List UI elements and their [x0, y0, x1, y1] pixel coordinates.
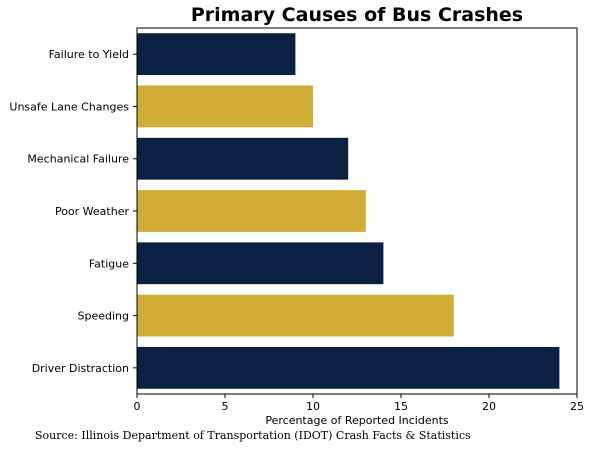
category-labels: Failure to Yield Unsafe Lane Changes Mecha… — [9, 48, 137, 375]
chart-title: Primary Causes of Bus Crashes — [190, 4, 524, 26]
bar-poor-weather — [137, 190, 366, 232]
bar-driver-distraction — [137, 346, 560, 389]
x-tick-label: 5 — [222, 400, 229, 413]
bar-speeding — [137, 294, 454, 337]
category-label: Driver Distraction — [32, 362, 129, 375]
category-label: Speeding — [78, 310, 130, 323]
bar-mechanical-failure — [137, 137, 349, 180]
category-label: Fatigue — [89, 257, 129, 270]
source-note: Source: Illinois Department of Transport… — [35, 429, 471, 442]
x-axis-ticks: 0 5 10 15 20 25 — [134, 394, 584, 413]
bar-fatigue — [137, 242, 384, 285]
bar-unsafe-lane-changes — [137, 85, 313, 128]
bars-layer — [137, 33, 560, 389]
category-label: Mechanical Failure — [27, 153, 129, 166]
bar-failure-to-yield — [137, 33, 296, 76]
x-tick-label: 15 — [394, 400, 408, 413]
x-tick-label: 25 — [570, 400, 584, 413]
category-label: Unsafe Lane Changes — [9, 100, 129, 113]
x-tick-label: 10 — [306, 400, 320, 413]
x-tick-label: 0 — [134, 400, 141, 413]
category-label: Poor Weather — [55, 205, 130, 218]
x-tick-label: 20 — [482, 400, 496, 413]
category-label: Failure to Yield — [49, 48, 129, 61]
x-axis-label: Percentage of Reported Incidents — [265, 414, 449, 427]
plot-frame — [136, 27, 578, 395]
